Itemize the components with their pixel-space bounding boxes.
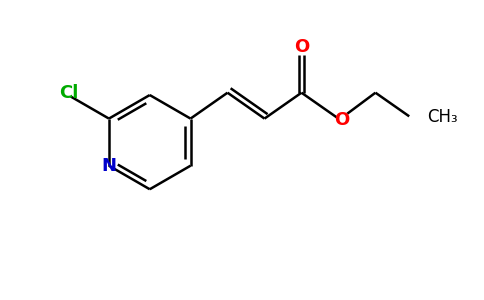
Text: O: O bbox=[294, 38, 309, 56]
Text: Cl: Cl bbox=[59, 84, 78, 102]
Text: O: O bbox=[334, 111, 349, 129]
Text: N: N bbox=[102, 157, 117, 175]
Text: CH₃: CH₃ bbox=[427, 108, 457, 126]
